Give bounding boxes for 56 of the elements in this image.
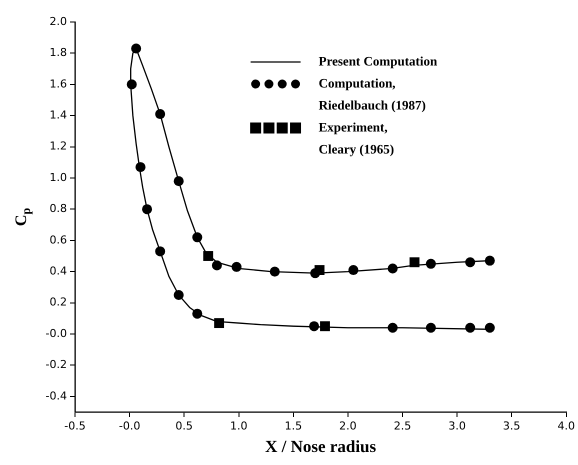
point: [142, 204, 152, 214]
x-tick-label: 4.0: [558, 419, 576, 432]
point: [465, 257, 476, 268]
point: [320, 321, 330, 332]
point: [484, 322, 495, 333]
point: [484, 256, 495, 266]
y-tick-label: 1.6: [50, 77, 67, 90]
x-tick-label: 2.0: [339, 419, 357, 432]
point: [426, 322, 436, 333]
point: [136, 162, 146, 172]
x-tick-label: 2.5: [394, 419, 412, 432]
point: [174, 176, 184, 186]
x-tick-label: -0.0: [118, 419, 140, 432]
legend-label: Computation, Riedelbauch (1987): [318, 75, 426, 112]
point: [410, 257, 420, 268]
point: [270, 266, 280, 277]
y-tick-label: -0.2: [46, 358, 67, 372]
point: [192, 308, 202, 319]
point: [126, 79, 137, 90]
point: [131, 44, 142, 54]
x-tick-label: -0.5: [64, 419, 86, 432]
y-tick-label: 1.8: [50, 46, 67, 60]
y-tick-label: 0.6: [50, 233, 67, 246]
y-tick-label: 2.0: [50, 14, 67, 28]
point: [155, 109, 166, 120]
point: [155, 246, 166, 256]
legend-label: Present Computation: [318, 53, 438, 68]
y-tick-label: 1.2: [50, 140, 67, 153]
y-tick-label: 0.2: [50, 296, 67, 309]
point: [426, 258, 436, 269]
x-tick-label: 1.5: [284, 419, 302, 432]
y-tick-label: 0.8: [50, 202, 67, 216]
y-tick-label: 1.4: [50, 108, 67, 122]
x-tick-label: 3.5: [502, 419, 520, 432]
y-tick-label: 0.4: [50, 264, 67, 278]
x-tick-label: 0.5: [175, 419, 193, 432]
x-axis-title: X / Nose radius: [265, 437, 376, 456]
point: [192, 232, 202, 242]
point: [309, 321, 320, 332]
y-tick-label: -0.0: [46, 326, 67, 340]
x-tick-label: 1.0: [230, 419, 248, 432]
point: [203, 251, 214, 261]
point: [214, 318, 224, 328]
y-tick-label: 1.0: [50, 170, 67, 184]
point: [388, 263, 398, 274]
point: [348, 265, 358, 276]
point: [174, 290, 184, 300]
point: [212, 260, 222, 270]
point: [465, 322, 476, 333]
x-tick-label: 3.0: [448, 419, 466, 432]
point: [310, 268, 320, 278]
point: [232, 262, 242, 272]
y-axis-title: Cp: [13, 208, 34, 226]
y-tick-label: -0.4: [46, 389, 67, 402]
legend-label: Experiment, Cleary (1965): [318, 119, 394, 156]
point: [388, 322, 398, 333]
